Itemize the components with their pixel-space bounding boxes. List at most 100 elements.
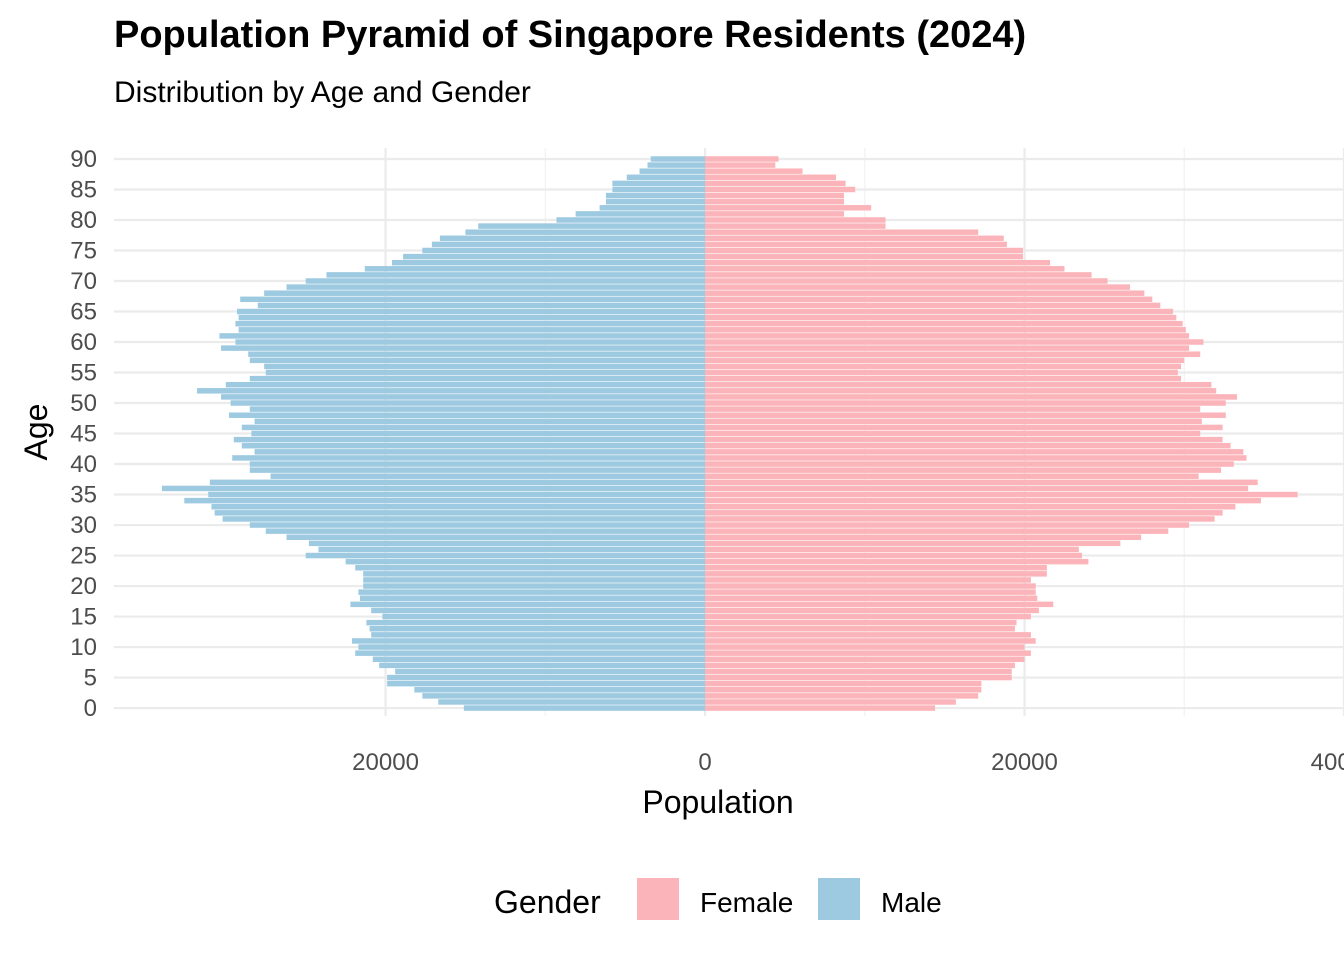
- bar-male-age-36: [161, 485, 706, 492]
- bar-male-age-56: [264, 363, 706, 370]
- bar-male-age-18: [360, 595, 706, 601]
- male-bars: [161, 156, 706, 711]
- bar-male-age-89: [647, 162, 706, 168]
- bar-male-age-50: [230, 400, 706, 406]
- bar-female-age-33: [705, 503, 1236, 510]
- bar-female-age-58: [705, 351, 1201, 357]
- bar-female-age-88: [705, 168, 803, 174]
- bar-female-age-24: [705, 558, 1089, 565]
- bar-female-age-11: [705, 638, 1036, 644]
- bar-male-age-43: [241, 442, 706, 449]
- bar-female-age-74: [705, 253, 1023, 260]
- y-tick-label: 0: [84, 695, 97, 722]
- legend-key-female: [637, 878, 679, 920]
- y-tick-label: 60: [70, 329, 97, 356]
- bar-male-age-69: [286, 284, 706, 290]
- bar-female-age-77: [705, 235, 1004, 242]
- bar-male-age-66: [257, 302, 706, 309]
- x-tick-label: 0: [698, 749, 711, 776]
- bar-male-age-72: [364, 266, 706, 272]
- y-tick-label: 45: [70, 421, 97, 448]
- bar-female-age-16: [705, 607, 1039, 614]
- bar-male-age-65: [237, 308, 706, 315]
- bar-male-age-68: [264, 290, 706, 296]
- bar-female-age-83: [705, 198, 845, 205]
- bar-male-age-34: [184, 497, 706, 504]
- bar-male-age-39: [249, 467, 706, 473]
- legend: Gender Female Male: [494, 878, 942, 920]
- x-tick-label: 40000: [1311, 749, 1344, 776]
- bar-female-age-49: [705, 406, 1201, 412]
- bar-male-age-30: [249, 522, 706, 528]
- bar-female-age-38: [705, 473, 1199, 479]
- bar-male-age-24: [345, 558, 706, 565]
- bar-female-age-40: [705, 461, 1234, 467]
- legend-key-male: [818, 878, 860, 920]
- bar-female-age-21: [705, 577, 1031, 583]
- bar-male-age-11: [352, 638, 706, 644]
- bar-male-age-59: [221, 345, 706, 351]
- bar-female-age-57: [705, 357, 1185, 364]
- bar-female-age-18: [705, 595, 1038, 601]
- bar-female-age-36: [705, 485, 1249, 492]
- bar-male-age-45: [251, 430, 706, 437]
- bar-female-age-67: [705, 296, 1153, 303]
- bar-female-age-64: [705, 314, 1177, 321]
- y-tick-label: 65: [70, 299, 97, 326]
- y-axis-ticks: 0 5 10 15 20 25 30 35 40 45 50 55 60 65 70 75 80 85 90: [70, 146, 97, 722]
- bar-female-age-27: [705, 540, 1121, 547]
- bar-male-age-5: [387, 674, 706, 681]
- bar-male-age-75: [422, 247, 706, 254]
- bar-male-age-27: [308, 540, 706, 547]
- bar-male-age-52: [197, 388, 706, 394]
- bar-male-age-79: [478, 223, 706, 229]
- bar-female-age-87: [705, 174, 837, 181]
- bar-male-age-76: [431, 241, 706, 248]
- bar-male-age-32: [214, 510, 706, 516]
- bar-female-age-43: [705, 442, 1231, 449]
- bar-female-age-60: [705, 339, 1204, 345]
- bar-male-age-16: [371, 607, 706, 614]
- bar-female-age-1: [705, 699, 956, 705]
- bar-male-age-26: [318, 546, 706, 553]
- y-tick-label: 30: [70, 512, 97, 539]
- bar-male-age-14: [366, 619, 706, 626]
- bar-female-age-17: [705, 601, 1054, 608]
- bar-female-age-25: [705, 552, 1083, 559]
- bar-female-age-10: [705, 644, 1025, 650]
- bar-male-age-87: [626, 174, 706, 181]
- bar-female-age-15: [705, 613, 1031, 620]
- bar-male-age-8: [372, 656, 706, 663]
- bar-female-age-78: [705, 229, 979, 235]
- bar-female-age-65: [705, 308, 1174, 315]
- bar-male-age-55: [265, 369, 706, 376]
- bar-male-age-88: [639, 168, 706, 174]
- bar-female-age-50: [705, 400, 1226, 406]
- bar-male-age-85: [612, 186, 706, 193]
- bar-female-age-79: [705, 223, 886, 229]
- bar-male-age-2: [422, 693, 706, 699]
- bar-female-age-59: [705, 345, 1190, 351]
- bar-female-age-80: [705, 217, 886, 223]
- bar-female-age-32: [705, 510, 1223, 516]
- bar-male-age-28: [286, 534, 706, 540]
- bar-female-age-89: [705, 162, 776, 168]
- bar-female-age-6: [705, 668, 1012, 675]
- bar-male-age-71: [326, 272, 706, 278]
- bar-female-age-13: [705, 626, 1015, 632]
- bar-male-age-3: [414, 687, 706, 693]
- bar-male-age-54: [249, 375, 706, 382]
- bar-male-age-77: [439, 235, 706, 242]
- bar-female-age-63: [705, 320, 1183, 327]
- bar-male-age-23: [355, 565, 706, 571]
- bar-male-age-9: [355, 650, 706, 656]
- bar-male-age-17: [350, 601, 706, 608]
- bar-male-age-46: [241, 424, 706, 431]
- bar-male-age-29: [265, 528, 706, 534]
- bar-female-age-73: [705, 259, 1051, 266]
- bar-male-age-10: [358, 644, 706, 650]
- bar-male-age-25: [305, 552, 706, 559]
- bar-female-age-54: [705, 375, 1182, 382]
- bar-female-age-31: [705, 516, 1215, 522]
- bar-male-age-58: [248, 351, 706, 357]
